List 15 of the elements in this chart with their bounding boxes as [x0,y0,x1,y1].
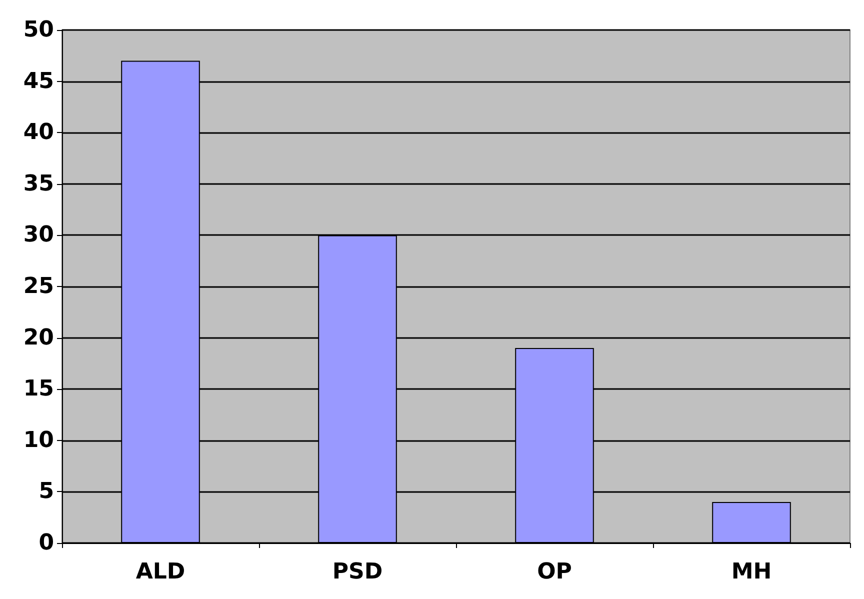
x-tick-label: ALD [136,560,186,584]
y-tick-label: 5 [38,479,54,504]
y-tick-label: 35 [23,171,54,196]
y-tick-label: 10 [23,428,54,453]
x-tick-label: OP [537,560,572,584]
y-tick-label: 0 [38,530,54,556]
y-tick-label: 25 [23,274,54,299]
y-tick-label: 20 [23,325,54,350]
y-tick-label: 30 [23,222,54,248]
y-tick-label: 40 [23,120,54,146]
x-tick-label: PSD [332,560,383,584]
y-tick-label: 45 [23,68,54,94]
y-tick-label: 15 [23,376,54,402]
y-tick-label: 50 [23,18,54,42]
x-tick-label: MH [731,560,772,584]
